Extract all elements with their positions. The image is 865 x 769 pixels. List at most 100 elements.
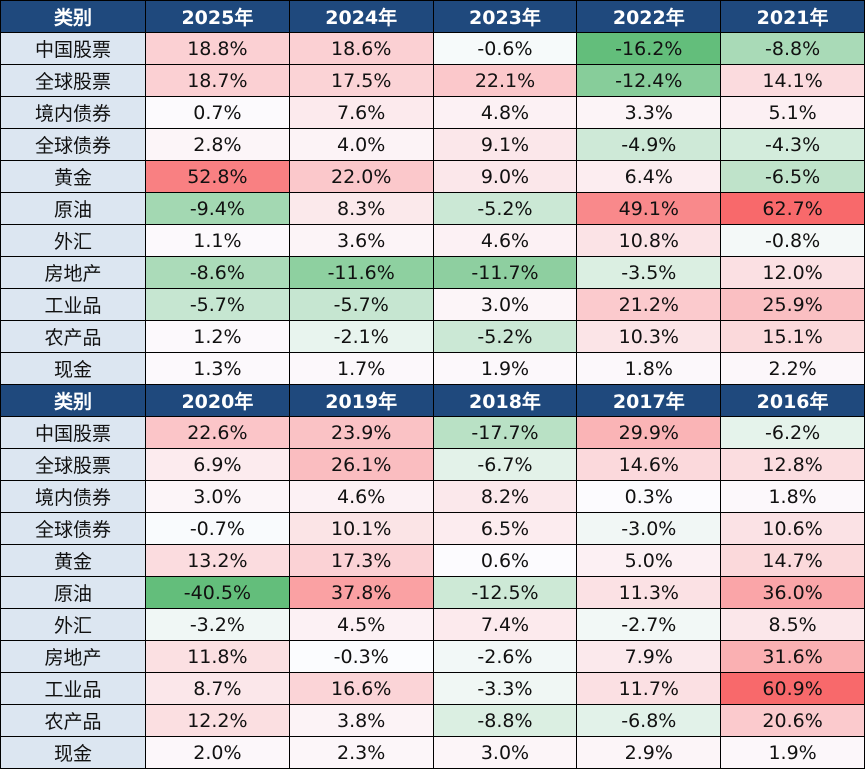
value-cell: -0.8% [720, 224, 865, 257]
value-cell: 10.3% [576, 320, 722, 353]
value-cell: 14.6% [576, 448, 722, 481]
category-label: 黄金 [0, 160, 146, 193]
value-cell: -12.5% [432, 576, 578, 609]
table-row: 全球股票 6.9% 26.1% -6.7% 14.6% 12.8% [0, 448, 865, 481]
value-cell: -3.2% [145, 608, 290, 641]
value-cell: 5.1% [720, 96, 865, 129]
value-cell: 3.3% [576, 96, 722, 129]
value-cell: -11.7% [432, 256, 578, 289]
value-cell: 11.8% [145, 640, 290, 673]
value-cell: 22.1% [432, 64, 578, 97]
value-cell: 8.3% [288, 192, 434, 225]
value-cell: 17.3% [288, 544, 434, 577]
value-cell: 13.2% [145, 544, 290, 577]
value-cell: 36.0% [720, 576, 865, 609]
value-cell: 4.8% [432, 96, 578, 129]
value-cell: -9.4% [145, 192, 290, 225]
category-label: 房地产 [0, 640, 146, 673]
value-cell: 8.7% [145, 672, 290, 705]
table-row: 外汇 -3.2% 4.5% 7.4% -2.7% 8.5% [0, 608, 865, 641]
value-cell: 3.8% [288, 704, 434, 737]
table-row: 房地产 -8.6% -11.6% -11.7% -3.5% 12.0% [0, 256, 865, 289]
value-cell: -8.8% [720, 32, 865, 65]
value-cell: 29.9% [576, 416, 722, 449]
value-cell: 21.2% [576, 288, 722, 321]
value-cell: -2.1% [288, 320, 434, 353]
value-cell: 3.6% [288, 224, 434, 257]
value-cell: 7.9% [576, 640, 722, 673]
value-cell: -3.5% [576, 256, 722, 289]
year-header: 2025年 [145, 0, 290, 33]
value-cell: 7.6% [288, 96, 434, 129]
category-label: 现金 [0, 736, 146, 769]
value-cell: 1.9% [720, 736, 865, 769]
value-cell: 16.6% [288, 672, 434, 705]
category-label: 工业品 [0, 672, 146, 705]
value-cell: 10.8% [576, 224, 722, 257]
category-label: 黄金 [0, 544, 146, 577]
value-cell: 2.8% [145, 128, 290, 161]
value-cell: 2.3% [288, 736, 434, 769]
value-cell: -40.5% [145, 576, 290, 609]
value-cell: 4.0% [288, 128, 434, 161]
table-row: 中国股票 18.8% 18.6% -0.6% -16.2% -8.8% [0, 32, 865, 65]
corner-header: 类别 [0, 384, 146, 417]
value-cell: -5.2% [432, 320, 578, 353]
value-cell: -12.4% [576, 64, 722, 97]
table-row: 黄金 52.8% 22.0% 9.0% 6.4% -6.5% [0, 160, 865, 193]
value-cell: 2.9% [576, 736, 722, 769]
value-cell: 5.0% [576, 544, 722, 577]
category-label: 全球债券 [0, 512, 146, 545]
value-cell: 14.1% [720, 64, 865, 97]
value-cell: 7.4% [432, 608, 578, 641]
value-cell: -4.9% [576, 128, 722, 161]
table-row: 全球债券 2.8% 4.0% 9.1% -4.9% -4.3% [0, 128, 865, 161]
category-label: 中国股票 [0, 416, 146, 449]
category-label: 外汇 [0, 608, 146, 641]
value-cell: 1.8% [720, 480, 865, 513]
table-row: 中国股票 22.6% 23.9% -17.7% 29.9% -6.2% [0, 416, 865, 449]
value-cell: 10.1% [288, 512, 434, 545]
value-cell: 1.2% [145, 320, 290, 353]
category-label: 境内债券 [0, 480, 146, 513]
value-cell: 17.5% [288, 64, 434, 97]
value-cell: 31.6% [720, 640, 865, 673]
value-cell: 20.6% [720, 704, 865, 737]
table-row: 原油 -40.5% 37.8% -12.5% 11.3% 36.0% [0, 576, 865, 609]
value-cell: -0.3% [288, 640, 434, 673]
value-cell: -5.7% [145, 288, 290, 321]
value-cell: -16.2% [576, 32, 722, 65]
value-cell: 14.7% [720, 544, 865, 577]
table-row: 境内债券 3.0% 4.6% 8.2% 0.3% 1.8% [0, 480, 865, 513]
year-header: 2021年 [720, 0, 865, 33]
value-cell: 1.8% [576, 352, 722, 385]
value-cell: 11.3% [576, 576, 722, 609]
value-cell: 12.2% [145, 704, 290, 737]
category-label: 外汇 [0, 224, 146, 257]
value-cell: -11.6% [288, 256, 434, 289]
table-row: 全球股票 18.7% 17.5% 22.1% -12.4% 14.1% [0, 64, 865, 97]
table-row: 现金 2.0% 2.3% 3.0% 2.9% 1.9% [0, 736, 865, 769]
value-cell: 18.8% [145, 32, 290, 65]
category-label: 原油 [0, 192, 146, 225]
year-header: 2023年 [432, 0, 578, 33]
value-cell: 52.8% [145, 160, 290, 193]
value-cell: 15.1% [720, 320, 865, 353]
value-cell: 4.5% [288, 608, 434, 641]
value-cell: 9.1% [432, 128, 578, 161]
value-cell: 6.9% [145, 448, 290, 481]
value-cell: -3.3% [432, 672, 578, 705]
value-cell: -6.2% [720, 416, 865, 449]
table-row: 房地产 11.8% -0.3% -2.6% 7.9% 31.6% [0, 640, 865, 673]
category-label: 农产品 [0, 704, 146, 737]
value-cell: 12.0% [720, 256, 865, 289]
value-cell: -8.6% [145, 256, 290, 289]
table-row: 外汇 1.1% 3.6% 4.6% 10.8% -0.8% [0, 224, 865, 257]
table-row: 工业品 8.7% 16.6% -3.3% 11.7% 60.9% [0, 672, 865, 705]
value-cell: 6.5% [432, 512, 578, 545]
value-cell: 23.9% [288, 416, 434, 449]
category-label: 全球债券 [0, 128, 146, 161]
category-label: 现金 [0, 352, 146, 385]
table-row: 境内债券 0.7% 7.6% 4.8% 3.3% 5.1% [0, 96, 865, 129]
